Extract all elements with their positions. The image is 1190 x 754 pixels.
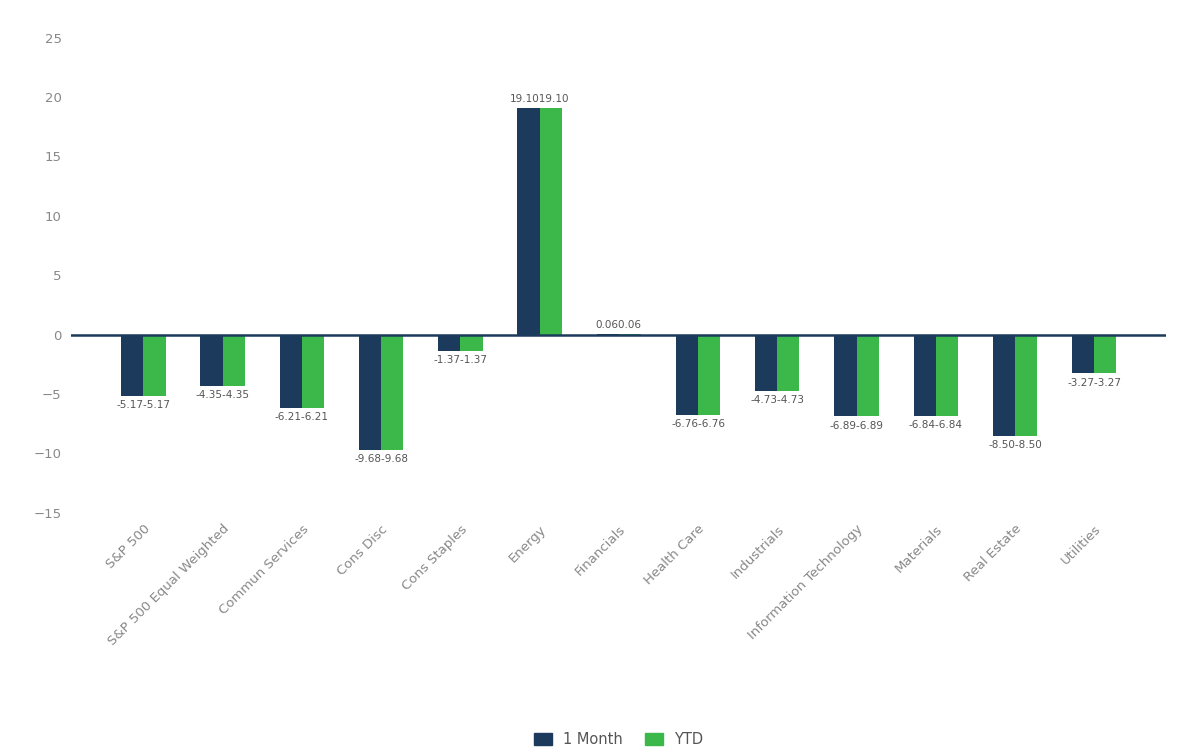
Bar — [1015, 335, 1038, 436]
Text: 19.1019.10: 19.1019.10 — [509, 93, 569, 103]
Bar — [143, 335, 165, 396]
Bar — [223, 335, 245, 386]
Bar — [280, 335, 302, 409]
Bar — [834, 335, 857, 416]
Bar — [518, 108, 539, 335]
Bar — [676, 335, 699, 415]
Bar — [992, 335, 1015, 436]
Text: -3.27-3.27: -3.27-3.27 — [1067, 378, 1121, 388]
Bar — [699, 335, 720, 415]
Bar — [914, 335, 935, 415]
Bar — [121, 335, 143, 396]
Text: -6.89-6.89: -6.89-6.89 — [829, 421, 883, 431]
Bar — [777, 335, 800, 391]
Bar — [381, 335, 403, 449]
Text: -4.35-4.35: -4.35-4.35 — [195, 391, 250, 400]
Bar — [1095, 335, 1116, 373]
Bar — [935, 335, 958, 415]
Text: -6.21-6.21: -6.21-6.21 — [275, 412, 328, 422]
Text: -6.76-6.76: -6.76-6.76 — [671, 419, 725, 429]
Bar — [756, 335, 777, 391]
Bar — [539, 108, 562, 335]
Bar — [438, 335, 461, 351]
Text: -4.73-4.73: -4.73-4.73 — [750, 395, 804, 405]
Text: -9.68-9.68: -9.68-9.68 — [355, 454, 408, 464]
Bar — [857, 335, 878, 416]
Text: -6.84-6.84: -6.84-6.84 — [909, 420, 963, 430]
Text: -8.50-8.50: -8.50-8.50 — [988, 440, 1042, 449]
Bar — [200, 335, 223, 386]
Bar — [1072, 335, 1095, 373]
Bar — [461, 335, 482, 351]
Text: -1.37-1.37: -1.37-1.37 — [433, 355, 488, 365]
Bar — [359, 335, 381, 449]
Legend: 1 Month, YTD: 1 Month, YTD — [528, 726, 709, 752]
Text: -5.17-5.17: -5.17-5.17 — [117, 400, 170, 410]
Text: 0.060.06: 0.060.06 — [596, 320, 641, 329]
Bar — [302, 335, 324, 409]
